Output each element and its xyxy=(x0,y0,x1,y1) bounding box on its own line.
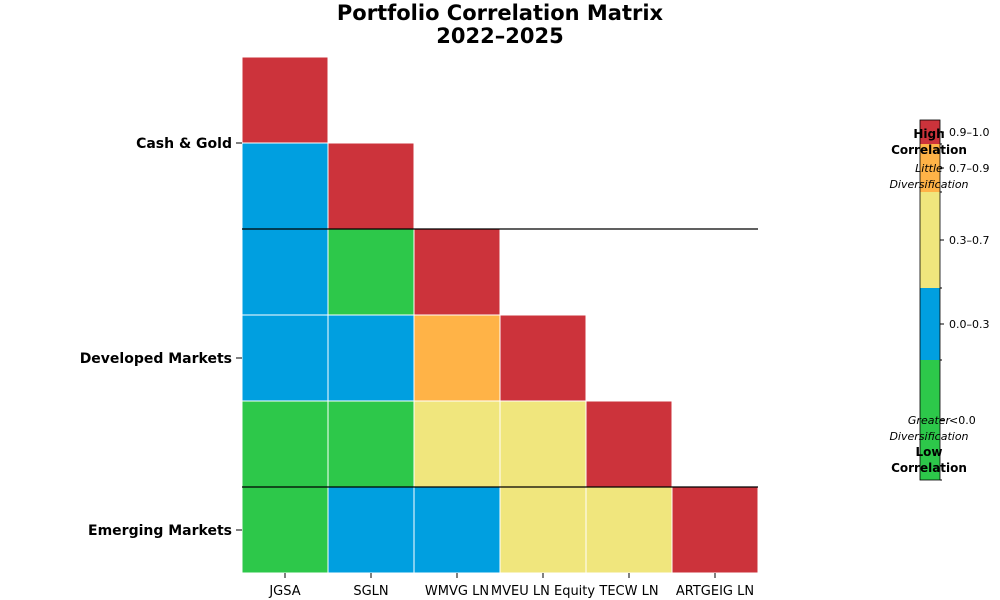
colorbar-tick-label-4: <0.0 xyxy=(949,414,976,427)
heatmap-cell-2-0 xyxy=(241,228,329,316)
colorbar-tick-label-3: 0.0–0.3 xyxy=(949,318,990,331)
colorbar-segment-0 xyxy=(920,120,940,144)
colorbar-top-note-line-0: Little xyxy=(915,162,943,175)
heatmap-cell-5-2 xyxy=(413,486,501,574)
colorbar-segment-2 xyxy=(920,192,940,288)
heatmap-cell-3-0 xyxy=(241,314,329,402)
chart-title-line-1: Portfolio Correlation Matrix xyxy=(337,1,664,25)
heatmap-cell-1-1 xyxy=(327,142,415,230)
heatmap-cell-2-2 xyxy=(413,228,501,316)
heatmap-cell-2-1 xyxy=(327,228,415,316)
colorbar-low-label-line-0: Low xyxy=(916,445,943,459)
group-separators xyxy=(242,228,758,488)
x-tick-label-1: SGLN xyxy=(353,584,388,599)
heatmap-cell-0-0 xyxy=(241,56,329,144)
heatmap-cell-4-1 xyxy=(327,400,415,488)
heatmap-cell-5-4 xyxy=(585,486,673,574)
colorbar-high-label-line-1: Correlation xyxy=(891,143,967,157)
x-tick-label-4: TECW LN xyxy=(598,584,658,599)
heatmap-cell-4-3 xyxy=(499,400,587,488)
x-tick-label-2: WMVG LN xyxy=(425,584,489,599)
colorbar-segment-4 xyxy=(920,360,940,480)
heatmap-cell-4-2 xyxy=(413,400,501,488)
colorbar-tick-label-2: 0.3–0.7 xyxy=(949,234,990,247)
colorbar-bottom-note-line-1: Diversification xyxy=(889,430,968,443)
heatmap-cell-5-1 xyxy=(327,486,415,574)
heatmap-cell-3-1 xyxy=(327,314,415,402)
colorbar-top-note-line-1: Diversification xyxy=(889,178,968,191)
y-group-label-1: Developed Markets xyxy=(80,351,232,367)
heatmap-cell-3-2 xyxy=(413,314,501,402)
x-axis-tick-labels: JGSA SGLN WMVG LN MVEU LN Equity TECW LN ARTG… xyxy=(268,573,754,599)
colorbar-bottom-note-line-0: Greater xyxy=(908,414,952,427)
heatmap-cell-4-4 xyxy=(585,400,673,488)
x-tick-label-0: JGSA xyxy=(268,584,300,599)
x-tick-label-5: ARTGEIG LN xyxy=(676,584,754,599)
colorbar-legend: 0.9–1.0 0.7–0.9 0.3–0.7 0.0–0.3 <0.0 High Corr… xyxy=(889,119,990,481)
heatmap-cell-5-5 xyxy=(671,486,759,574)
colorbar-low-label-line-1: Correlation xyxy=(891,461,967,475)
chart-title-line-2: 2022–2025 xyxy=(436,24,563,48)
colorbar-frame xyxy=(919,119,941,481)
y-group-label-0: Cash & Gold xyxy=(136,136,232,152)
heatmap-cells xyxy=(241,56,759,574)
heatmap-cell-5-3 xyxy=(499,486,587,574)
colorbar-segment-1 xyxy=(920,144,940,192)
y-group-label-2: Emerging Markets xyxy=(88,523,232,539)
heatmap-cell-1-0 xyxy=(241,142,329,230)
y-axis-group-labels: Cash & Gold Developed Markets Emerging Mar… xyxy=(80,136,242,539)
heatmap-cell-4-0 xyxy=(241,400,329,488)
colorbar-high-label-line-0: High xyxy=(913,127,944,141)
heatmap-cell-5-0 xyxy=(241,486,329,574)
x-tick-label-3: MVEU LN Equity xyxy=(491,584,595,599)
colorbar-tick-label-0: 0.9–1.0 xyxy=(949,126,990,139)
colorbar-tick-label-1: 0.7–0.9 xyxy=(949,162,990,175)
heatmap-cell-3-3 xyxy=(499,314,587,402)
colorbar-segment-3 xyxy=(920,288,940,360)
